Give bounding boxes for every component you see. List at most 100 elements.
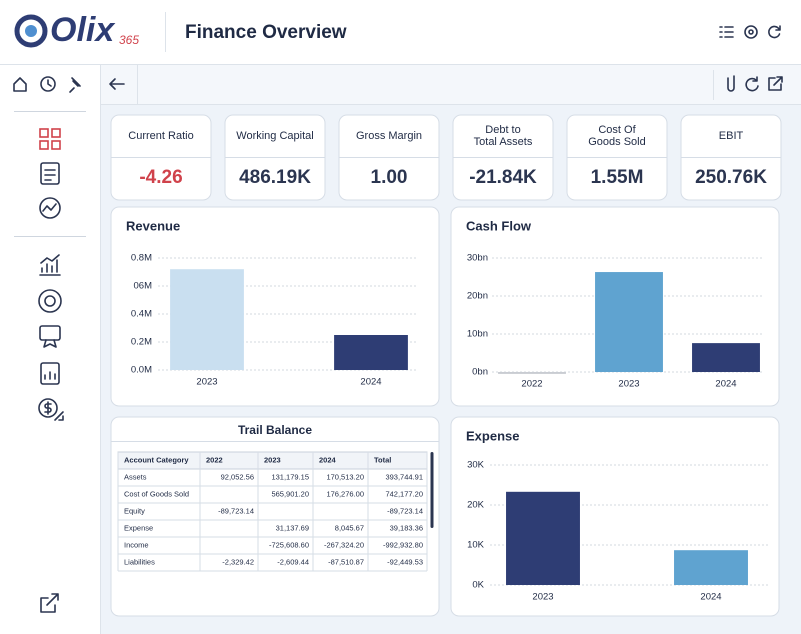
budget-icon[interactable] bbox=[38, 289, 62, 313]
attach-icon[interactable] bbox=[727, 75, 735, 92]
x-tick-label: 2023 bbox=[618, 379, 639, 390]
y-tick-label: 20bn bbox=[467, 291, 488, 302]
y-tick-label: 06M bbox=[134, 281, 153, 292]
reload-icon[interactable] bbox=[745, 76, 759, 92]
bar bbox=[334, 335, 408, 370]
bar bbox=[595, 272, 663, 372]
x-tick-label: 2024 bbox=[715, 379, 736, 390]
table-cell: 393,744.91 bbox=[385, 472, 423, 481]
chart-title: Cash Flow bbox=[466, 218, 532, 233]
column-header: 2023 bbox=[264, 455, 281, 464]
table-title: Trail Balance bbox=[238, 423, 312, 437]
bar bbox=[692, 343, 760, 372]
kpi-label: Gross Margin bbox=[356, 130, 422, 142]
table-cell: Cost of Goods Sold bbox=[124, 489, 189, 498]
logo-mark bbox=[14, 14, 48, 48]
table-cell: 176,276.00 bbox=[326, 489, 364, 498]
y-tick-label: 10K bbox=[467, 540, 485, 551]
history-icon[interactable] bbox=[40, 76, 56, 92]
open-icon[interactable] bbox=[768, 76, 783, 91]
chart-title: Revenue bbox=[126, 218, 180, 233]
x-tick-label: 2024 bbox=[360, 377, 381, 388]
external-link-icon[interactable] bbox=[40, 593, 59, 613]
table-cell: 92,052.56 bbox=[221, 472, 254, 481]
table-cell: 31,137.69 bbox=[276, 523, 309, 532]
kpi-value: 1.55M bbox=[591, 167, 644, 188]
logo-mark bbox=[25, 25, 37, 37]
card bbox=[110, 206, 440, 407]
y-tick-label: 0.2M bbox=[131, 337, 152, 348]
kpi-label: Current Ratio bbox=[128, 130, 193, 142]
kpi-value: 1.00 bbox=[371, 167, 408, 188]
table-cell: -992,932.80 bbox=[383, 540, 423, 549]
kpi-label: Debt to Total Assets bbox=[474, 124, 533, 148]
kpi-label: Cost Of Goods Sold bbox=[588, 124, 645, 148]
logo: Olix bbox=[50, 11, 116, 49]
x-tick-label: 2023 bbox=[196, 377, 217, 388]
table-cell: Assets bbox=[124, 472, 147, 481]
list-icon[interactable] bbox=[719, 26, 734, 38]
table-cell: 131,179.15 bbox=[271, 472, 309, 481]
y-tick-label: 0.0M bbox=[131, 365, 152, 376]
table-cell: -267,324.20 bbox=[324, 540, 364, 549]
y-tick-label: 20K bbox=[467, 500, 485, 511]
column-header: 2022 bbox=[206, 455, 223, 464]
table-cell: -87,510.87 bbox=[328, 557, 364, 566]
back-button[interactable] bbox=[109, 78, 125, 90]
refresh-icon[interactable] bbox=[768, 25, 781, 39]
y-tick-label: 10bn bbox=[467, 329, 488, 340]
y-tick-label: 30K bbox=[467, 460, 485, 471]
logo-suffix: 365 bbox=[119, 33, 139, 47]
y-tick-label: 30bn bbox=[467, 253, 488, 264]
y-tick-label: 0.8M bbox=[131, 253, 152, 264]
x-tick-label: 2023 bbox=[532, 592, 553, 603]
table-cell: -92,449.53 bbox=[387, 557, 423, 566]
table-cell: Equity bbox=[124, 506, 145, 515]
y-tick-label: 0.4M bbox=[131, 309, 152, 320]
bar bbox=[506, 491, 580, 585]
finance-icon[interactable] bbox=[38, 398, 64, 421]
table-cell: 742,177.20 bbox=[385, 489, 423, 498]
column-header: Total bbox=[374, 455, 391, 464]
growth-icon[interactable] bbox=[39, 254, 61, 276]
column-header: 2024 bbox=[319, 455, 337, 464]
y-tick-label: 0K bbox=[472, 580, 484, 591]
kpi-value: 486.19K bbox=[239, 167, 311, 188]
table-cell: -2,329.42 bbox=[222, 557, 254, 566]
table-cell: Income bbox=[124, 540, 149, 549]
table-cell: -2,609.44 bbox=[277, 557, 309, 566]
kpi-value: 250.76K bbox=[695, 167, 767, 188]
toolbar bbox=[101, 65, 801, 104]
kpi-label: Working Capital bbox=[236, 130, 313, 142]
pin-icon[interactable] bbox=[69, 77, 81, 93]
table-cell: 39,183.36 bbox=[390, 523, 423, 532]
scrollbar bbox=[430, 452, 434, 528]
x-tick-label: 2024 bbox=[700, 592, 721, 603]
kpi-value: -4.26 bbox=[139, 167, 182, 188]
report-icon[interactable] bbox=[40, 162, 60, 185]
bar bbox=[498, 372, 566, 374]
settings-icon[interactable] bbox=[744, 25, 758, 39]
dashboard-icon[interactable] bbox=[39, 128, 61, 150]
table-cell: -89,723.14 bbox=[218, 506, 254, 515]
statement-icon[interactable] bbox=[40, 362, 60, 385]
table-cell: 170,513.20 bbox=[326, 472, 364, 481]
page-title: Finance Overview bbox=[185, 22, 347, 43]
y-tick-label: 0bn bbox=[472, 367, 488, 378]
x-tick-label: 2022 bbox=[521, 379, 542, 390]
trend-icon[interactable] bbox=[39, 197, 61, 219]
column-header: Account Category bbox=[124, 455, 189, 464]
chart-title: Expense bbox=[466, 428, 519, 443]
home-icon[interactable] bbox=[13, 77, 27, 92]
sidebar bbox=[0, 65, 100, 634]
table-cell: Expense bbox=[124, 523, 153, 532]
table-cell: 8,045.67 bbox=[335, 523, 364, 532]
table-cell: -725,608.60 bbox=[269, 540, 309, 549]
bar bbox=[170, 269, 244, 370]
table-cell: Liabilities bbox=[124, 557, 155, 566]
table-cell: -89,723.14 bbox=[387, 506, 423, 515]
card bbox=[110, 416, 440, 617]
certificate-icon[interactable] bbox=[39, 325, 61, 348]
kpi-label: EBIT bbox=[719, 130, 744, 142]
